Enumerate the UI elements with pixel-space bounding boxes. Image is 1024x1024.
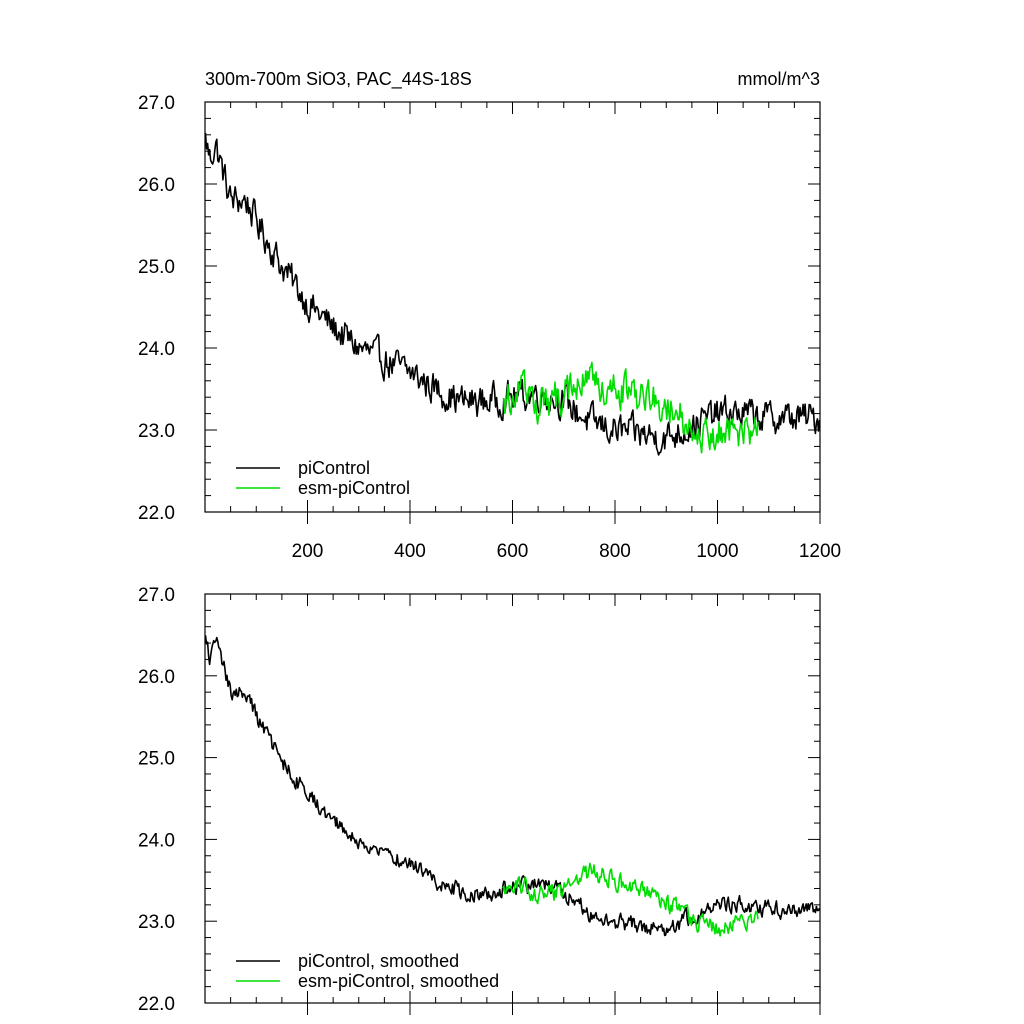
y-tick-label: 27.0: [138, 585, 175, 606]
units-label: mmol/m^3: [738, 69, 820, 89]
series-line-picontrol: [205, 132, 820, 456]
x-tick-label: 400: [394, 541, 426, 562]
plot-frame: [204, 593, 821, 1004]
y-tick-label: 27.0: [138, 93, 175, 114]
legend-label: piControl: [298, 458, 370, 478]
plot-frame: [204, 101, 821, 513]
y-tick-label: 22.0: [138, 994, 175, 1015]
series-line-picontrol: [205, 635, 820, 937]
y-tick-label: 24.0: [138, 830, 175, 851]
y-tick-label: 26.0: [138, 667, 175, 688]
top-panel: 22.0 23.0 24.0 25.0 26.0 27.0 200 400 600 800 1000…: [138, 93, 841, 562]
series-line-esm-picontrol: [502, 862, 759, 937]
x-tick-label: 1200: [799, 541, 841, 562]
y-tick-label: 23.0: [138, 912, 175, 933]
y-tick-label: 24.0: [138, 339, 175, 360]
y-tick-label: 23.0: [138, 421, 175, 442]
y-tick-label: 22.0: [138, 503, 175, 524]
legend-label: esm-piControl, smoothed: [298, 971, 499, 991]
legend-label: piControl, smoothed: [298, 951, 459, 971]
series-line-esm-picontrol: [502, 361, 759, 454]
x-tick-label: 600: [497, 541, 529, 562]
y-tick-label: 25.0: [138, 749, 175, 770]
y-tick-label: 26.0: [138, 175, 175, 196]
legend-label: esm-piControl: [298, 478, 410, 498]
chart-title: 300m-700m SiO3, PAC_44S-18S: [205, 69, 472, 90]
x-tick-label: 200: [292, 541, 324, 562]
bottom-panel: 22.0 23.0 24.0 25.0 26.0 27.0 piControl, smoot…: [138, 585, 821, 1015]
x-tick-label: 1000: [696, 541, 738, 562]
x-tick-label: 800: [599, 541, 631, 562]
y-tick-label: 25.0: [138, 257, 175, 278]
